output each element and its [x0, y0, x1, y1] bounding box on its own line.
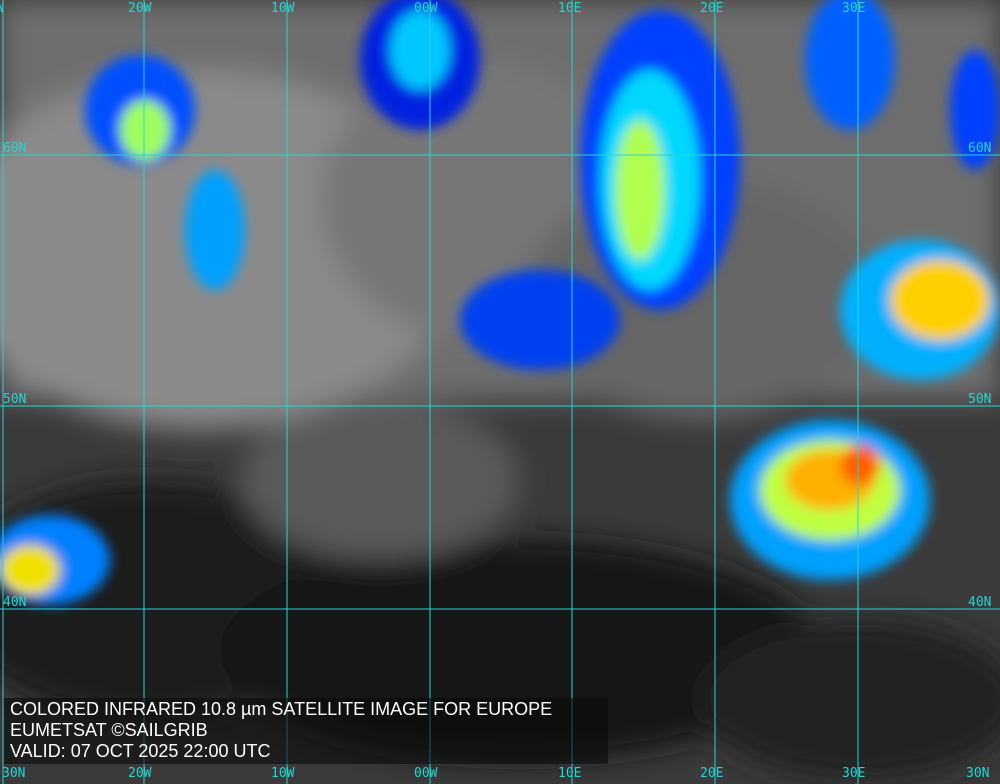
- right-latitude-label: 50N: [968, 392, 992, 407]
- bottom-longitude-label: 30N: [2, 766, 26, 781]
- top-longitude-label: 00W: [414, 1, 438, 16]
- right-latitude-label: 60N: [968, 141, 992, 156]
- bottom-longitude-label: 20E: [700, 766, 724, 781]
- bottom-longitude-label: 20W: [128, 766, 152, 781]
- bottom-longitude-label: 10E: [558, 766, 582, 781]
- cold-cloud-tops: [0, 0, 1000, 605]
- bottom-longitude-label: 10W: [271, 766, 295, 781]
- top-longitude-label: W: [0, 1, 4, 16]
- bottom-longitude-label: 30E: [842, 766, 866, 781]
- bottom-longitude-label: 30N: [966, 766, 990, 781]
- top-longitude-label: 20E: [700, 1, 724, 16]
- caption-credit: EUMETSAT ©SAILGRIB: [10, 720, 208, 740]
- image-caption: COLORED INFRARED 10.8 µm SATELLITE IMAGE…: [4, 698, 608, 764]
- top-longitude-label: 30E: [842, 1, 866, 16]
- right-latitude-label: 40N: [968, 595, 992, 610]
- caption-valid-time: VALID: 07 OCT 2025 22:00 UTC: [10, 741, 271, 761]
- caption-title: COLORED INFRARED 10.8 µm SATELLITE IMAGE…: [10, 699, 553, 719]
- left-latitude-label: 60N: [3, 141, 27, 156]
- top-longitude-label: 10W: [271, 1, 295, 16]
- top-longitude-label: 10E: [558, 1, 582, 16]
- left-latitude-label: 50N: [3, 392, 27, 407]
- left-latitude-label: 40N: [3, 595, 27, 610]
- bottom-longitude-label: 00W: [414, 766, 438, 781]
- top-longitude-label: 20W: [128, 1, 152, 16]
